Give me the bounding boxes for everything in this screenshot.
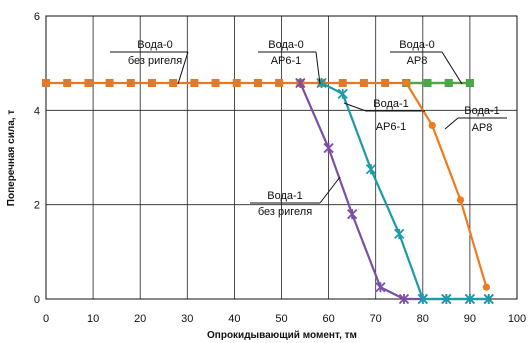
annotation-line1: Вода-0 <box>399 39 435 51</box>
data-point <box>464 293 476 305</box>
series-layer <box>42 77 494 305</box>
data-point <box>338 78 347 87</box>
x-tick-label: 0 <box>43 313 49 325</box>
data-point <box>428 121 436 130</box>
x-tick-label: 60 <box>322 313 334 325</box>
annotation-leader <box>343 102 367 112</box>
annotation-line2: АР8 <box>472 122 493 134</box>
data-point <box>456 196 465 204</box>
annotation-3: Вода-1 АР6-1 <box>343 98 425 133</box>
data-point <box>444 78 453 87</box>
data-point <box>417 293 428 305</box>
data-point <box>483 293 494 305</box>
y-tick-label: 0 <box>34 294 40 306</box>
series-1 <box>402 78 474 87</box>
annotation-line2: АР6-1 <box>376 121 407 133</box>
annotation-line1: Вода-1 <box>267 190 303 202</box>
y-tick-label: 4 <box>34 105 40 117</box>
data-point <box>232 78 241 87</box>
data-point <box>423 78 432 87</box>
annotation-line2: АР8 <box>407 55 428 67</box>
annotation-line1: Вода-0 <box>268 39 304 51</box>
annotation-line2: без ригеля <box>128 55 182 67</box>
data-point <box>105 78 114 87</box>
annotation-leader <box>444 117 459 130</box>
ticks: 0 10 20 30 40 50 60 70 80 90 100 0 2 4 6 <box>34 11 526 325</box>
annotation-line2: АР6-1 <box>271 55 302 67</box>
data-point <box>323 142 334 154</box>
data-point <box>365 164 377 175</box>
x-tick-label: 90 <box>464 313 476 325</box>
data-point <box>398 293 410 305</box>
x-tick-label: 10 <box>87 313 99 325</box>
y-axis-title: Поперечная сила, т <box>6 110 17 207</box>
x-axis-title: Опрокидывающий момент, тм <box>207 330 357 341</box>
series-3 <box>316 77 494 305</box>
x-tick-label: 40 <box>228 313 240 325</box>
plot-frame <box>45 15 518 300</box>
annotation-leader <box>177 51 189 85</box>
data-point <box>359 78 368 87</box>
data-point <box>253 78 262 87</box>
annotation-line2: без ригеля <box>258 206 312 218</box>
annotation-5: Вода-1 без ригеля <box>250 176 341 218</box>
series-line <box>321 81 489 301</box>
annotation-2: Вода-0 АР8 <box>390 39 463 85</box>
data-point <box>394 228 405 240</box>
data-point <box>375 282 386 293</box>
annotation-line1: Вода-1 <box>373 98 409 110</box>
data-point <box>441 293 452 305</box>
data-point <box>147 78 156 87</box>
data-point <box>465 78 474 87</box>
annotation-1: Вода-0 АР6-1 <box>258 39 321 85</box>
annotation-line1: Вода-1 <box>464 105 500 117</box>
data-point <box>347 208 358 220</box>
x-tick-label: 30 <box>181 313 193 325</box>
data-point <box>126 78 135 87</box>
annotation-leader <box>319 176 341 204</box>
data-point <box>190 78 199 87</box>
annotation-4: Вода-1 АР8 <box>444 105 507 134</box>
data-point <box>402 79 410 87</box>
annotation-leader <box>441 51 463 85</box>
data-point <box>275 78 284 87</box>
data-point <box>482 283 490 291</box>
x-tick-label: 100 <box>508 313 526 325</box>
x-tick-label: 50 <box>275 313 287 325</box>
annotation-0: Вода-0 без ригеля <box>110 39 189 85</box>
data-point <box>84 78 93 87</box>
data-point <box>211 78 220 87</box>
data-point <box>169 78 178 87</box>
x-tick-label: 20 <box>134 313 146 325</box>
data-point <box>63 78 72 87</box>
y-tick-label: 6 <box>34 11 40 23</box>
data-point <box>42 78 50 87</box>
series-4 <box>402 79 490 291</box>
data-point <box>295 77 306 89</box>
series-line <box>405 82 488 288</box>
data-point <box>316 77 327 89</box>
annotation-leader <box>315 51 321 85</box>
x-tick-label: 80 <box>417 313 429 325</box>
data-point <box>337 88 348 99</box>
y-tick-label: 2 <box>34 200 40 212</box>
data-point <box>381 78 390 87</box>
annotation-line1: Вода-0 <box>137 39 173 51</box>
x-tick-label: 70 <box>370 313 382 325</box>
